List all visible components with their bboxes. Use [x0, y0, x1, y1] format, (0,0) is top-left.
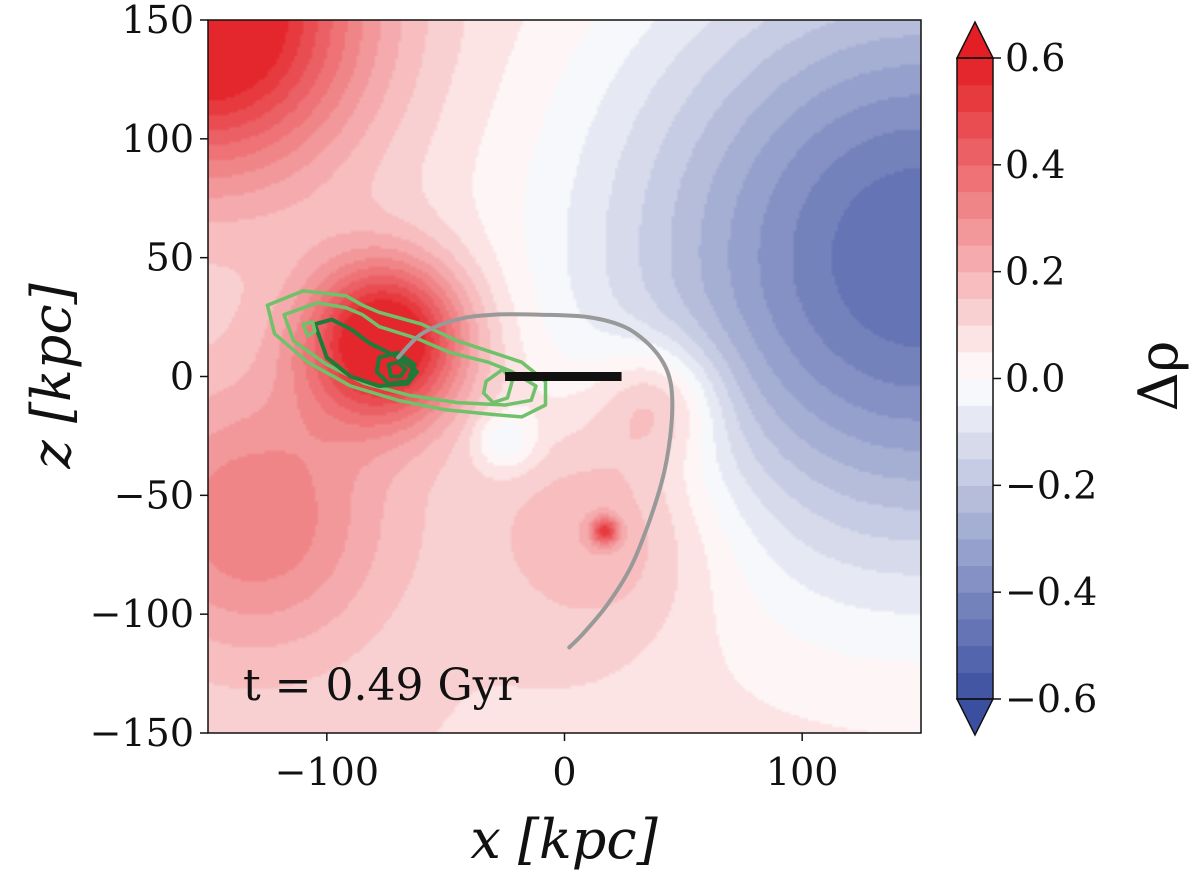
colorbar-band — [957, 672, 993, 700]
colorbar-band — [957, 111, 993, 139]
x-axis-ticks: −100 0 100 — [275, 733, 839, 794]
colorbar-band — [957, 218, 993, 246]
colorbar-band — [957, 565, 993, 593]
colorbar-band — [957, 244, 993, 273]
satellite-contour — [301, 320, 317, 338]
colorbar-bands — [957, 58, 993, 700]
colorbar-band — [957, 298, 993, 326]
colorbar-tick-label: −0.4 — [1005, 570, 1097, 614]
y-tick-label: −50 — [114, 473, 194, 517]
colorbar-tick-label: −0.2 — [1005, 463, 1097, 507]
colorbar-band — [957, 538, 993, 567]
y-tick-label: −150 — [90, 711, 194, 755]
colorbar-tick-label: 0.2 — [1005, 250, 1065, 294]
y-axis-ticks: −150 −100 −50 0 50 100 150 — [90, 0, 208, 755]
colorbar-label: Δρ — [1127, 341, 1190, 412]
colorbar-band — [957, 592, 993, 620]
satellite-contour — [374, 350, 417, 386]
satellite-contour — [312, 317, 420, 388]
plot-area: −100 0 100 −150 −100 −50 0 50 100 150 t = 0.49 G… — [90, 0, 922, 794]
colorbar-extend-top — [955, 20, 995, 59]
colorbar-band — [957, 618, 993, 647]
colorbar-band — [957, 485, 993, 513]
x-tick-label: −100 — [275, 750, 379, 794]
colorbar-band — [957, 351, 993, 380]
y-axis-label: z [kpc] — [20, 282, 83, 469]
x-axis-label: x [kpc] — [470, 808, 658, 871]
colorbar-band — [957, 512, 993, 540]
x-tick-label: 0 — [552, 750, 576, 794]
colorbar-band — [957, 405, 993, 433]
colorbar-band — [957, 431, 993, 460]
colorbar-band — [957, 164, 993, 193]
colorbar-band — [957, 458, 993, 486]
orbit-path — [396, 312, 675, 650]
colorbar-band — [957, 138, 993, 166]
colorbar-band — [957, 84, 993, 113]
colorbar-tick-label: 0.4 — [1005, 143, 1065, 187]
y-tick-label: 0 — [170, 355, 194, 399]
colorbar-tick-label: 0.0 — [1005, 357, 1065, 401]
colorbar-tick-label: 0.6 — [1005, 36, 1065, 80]
y-tick-label: 150 — [121, 0, 194, 42]
colorbar: −0.6 −0.4 −0.2 0.0 0.2 0.4 0.6 Δρ — [955, 20, 1190, 737]
colorbar-band — [957, 325, 993, 353]
time-annotation: t = 0.49 Gyr — [243, 660, 519, 711]
colorbar-band — [957, 58, 993, 86]
colorbar-band — [957, 271, 993, 299]
x-tick-label: 100 — [766, 750, 839, 794]
satellite-contour — [386, 360, 408, 379]
y-tick-label: 100 — [121, 117, 194, 161]
colorbar-extend-bottom — [955, 698, 995, 737]
satellite-contour — [265, 289, 548, 419]
colorbar-ticks: −0.6 −0.4 −0.2 0.0 0.2 0.4 0.6 — [993, 36, 1097, 721]
satellite-contour — [481, 367, 514, 405]
colorbar-band — [957, 645, 993, 673]
colorbar-band — [957, 378, 993, 406]
colorbar-tick-label: −0.6 — [1005, 677, 1097, 721]
y-tick-label: 50 — [146, 236, 194, 280]
y-tick-label: −100 — [90, 592, 194, 636]
colorbar-band — [957, 191, 993, 219]
